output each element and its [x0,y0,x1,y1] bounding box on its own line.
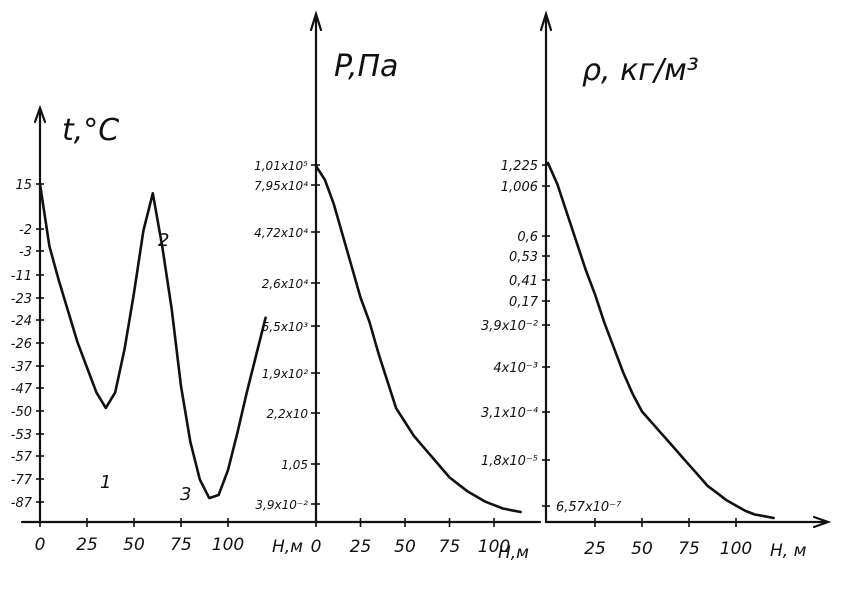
pressure-y-ticks: 1,01x10⁵ 7,95x10⁴ 4,72x10⁴ 2,6x10⁴ 5,5x10³ 1,… [254,159,320,512]
pressure-y-tick-label: 7,95x10⁴ [254,179,308,193]
density-y-tick-label: 3,1x10⁻⁴ [481,406,539,421]
density-y-tick-label: 1,8x10⁻⁵ [481,454,538,469]
pressure-x-tick-label: 100 [478,537,510,557]
temperature-panel: t,°C H,м 15 -2 -3 -11 -23 -24 -26 -37 -47 -50 -53 -… [11,104,320,557]
density-y-tick-label: 6,57x10⁻⁷ [556,500,622,515]
temperature-y-tick-label: -37 [11,360,33,375]
temperature-y-tick-label: -23 [11,292,32,307]
pressure-y-arrow [309,10,323,32]
temperature-x-ticks: 0 25 50 75 100 [35,518,244,555]
temperature-annotation-3: 3 [180,484,191,505]
pressure-panel: P,Па H,м 1,01x10⁵ 7,95x10⁴ 4,72x10⁴ 2,6x10⁴… [254,10,542,563]
pressure-y-tick-label: 3,9x10⁻² [255,498,308,512]
temperature-y-tick-label: -87 [11,496,33,511]
density-y-tick-label: 0,17 [509,295,539,310]
pressure-x-label: H,м [498,543,529,563]
temperature-y-tick-label: -2 [19,223,32,238]
density-x-tick-label: 100 [720,539,752,559]
pressure-x-ticks: 0 25 50 75 100 [311,518,510,557]
density-x-label: H, м [770,541,807,561]
density-x-tick-label: 75 [678,539,700,559]
temperature-x-tick-label: 25 [76,535,98,555]
temperature-x-tick-label: 100 [212,535,244,555]
pressure-y-tick-label: 4,72x10⁴ [254,226,308,240]
temperature-y-tick-label: 15 [15,178,32,193]
density-x-arrow [812,515,832,529]
temperature-y-tick-label: -50 [11,405,32,420]
pressure-x-tick-label: 50 [394,537,416,557]
density-y-tick-label: 4x10⁻³ [493,361,538,376]
pressure-y-tick-label: 2,6x10⁴ [262,277,308,291]
density-y-tick-label: 1,225 [501,159,538,174]
pressure-x-tick-label: 0 [311,537,322,557]
density-axis-title: ρ, кг/м³ [582,53,699,88]
density-y-tick-label: 3,9x10⁻² [481,319,538,334]
pressure-curve [314,164,522,514]
density-x-tick-label: 25 [584,539,606,559]
temperature-x-label: H,м [272,537,303,557]
pressure-x-tick-label: 75 [439,537,461,557]
temperature-curve [38,182,267,500]
pressure-y-tick-label: 5,5x10³ [262,320,308,334]
density-y-tick-label: 0,53 [509,250,538,265]
density-y-tick-label: 0,41 [509,274,538,289]
temperature-y-tick-label: -57 [11,450,33,465]
density-x-tick-label: 50 [631,539,653,559]
pressure-y-tick-label: 1,01x10⁵ [254,159,308,173]
density-panel: ρ, кг/м³ H, м 1,225 1,006 0,6 0,53 0,41 0,17 3… [481,10,832,561]
pressure-axis-title: P,Па [334,49,398,84]
density-y-tick-label: 1,006 [501,180,538,195]
temperature-y-arrow [33,104,47,124]
temperature-annotation-1: 1 [100,472,111,493]
pressure-y-tick-label: 2,2x10 [267,407,309,421]
temperature-y-tick-label: -26 [11,337,32,352]
density-y-tick-label: 0,6 [517,230,538,245]
temperature-y-tick-label: -24 [11,314,32,329]
density-curve [546,161,775,520]
density-y-arrow [539,10,553,32]
density-x-ticks: 25 50 75 100 [584,518,752,559]
pressure-y-tick-label: 1,9x10² [262,367,308,381]
pressure-y-tick-label: 1,05 [281,458,308,472]
temperature-y-tick-label: -53 [11,428,32,443]
temperature-y-tick-label: -77 [11,473,33,488]
temperature-y-tick-label: -47 [11,382,33,397]
temperature-x-tick-label: 0 [35,535,46,555]
density-y-ticks: 1,225 1,006 0,6 0,53 0,41 0,17 3,9x10⁻² 4x10⁻³ 3… [481,159,622,515]
temperature-y-tick-label: -11 [11,269,32,284]
temperature-axis-title: t,°C [62,113,119,148]
pressure-x-tick-label: 25 [350,537,372,557]
temperature-x-tick-label: 50 [123,535,145,555]
temperature-annotation-2: 2 [158,230,169,251]
temperature-y-tick-label: -3 [19,245,32,260]
temperature-y-ticks: 15 -2 -3 -11 -23 -24 -26 -37 -47 -50 -53 -57 -77 -87 [11,178,44,511]
temperature-x-tick-label: 75 [170,535,192,555]
